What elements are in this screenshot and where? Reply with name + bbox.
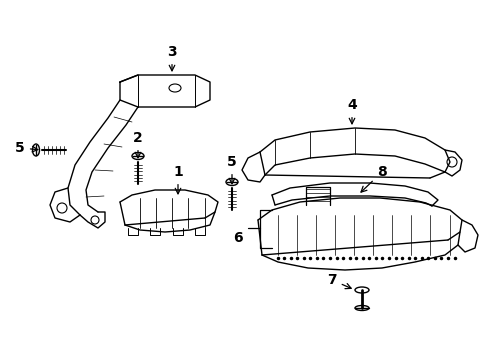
Text: 5: 5 xyxy=(15,141,38,155)
Text: 8: 8 xyxy=(360,165,386,192)
Text: 1: 1 xyxy=(173,165,183,194)
Text: 2: 2 xyxy=(133,131,142,158)
Text: 7: 7 xyxy=(326,273,350,289)
Text: 3: 3 xyxy=(167,45,177,71)
Text: 4: 4 xyxy=(346,98,356,124)
Text: 5: 5 xyxy=(226,155,236,184)
Text: 6: 6 xyxy=(233,231,243,245)
